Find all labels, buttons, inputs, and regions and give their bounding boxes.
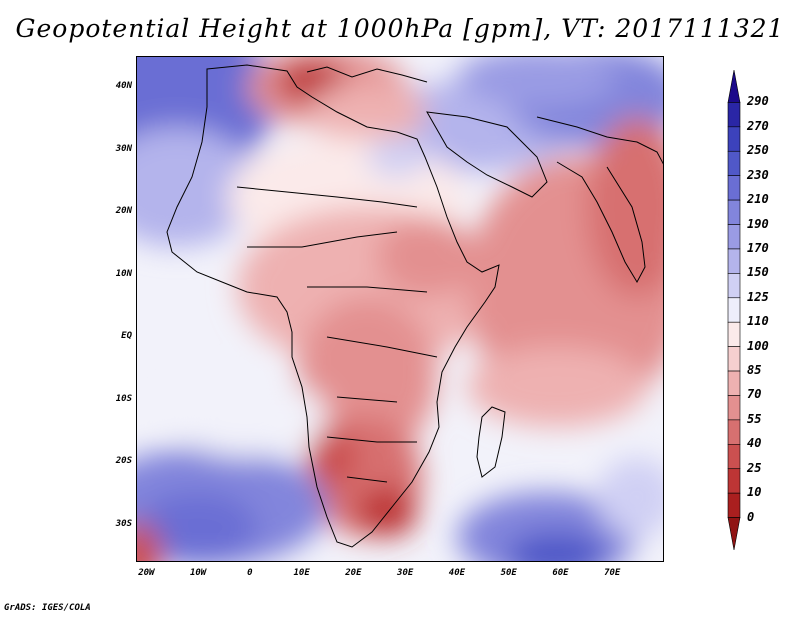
colorbar-level-label: 230	[747, 167, 769, 182]
colorbar-level-label: 0	[747, 509, 755, 524]
lon-tick-label: 70E	[604, 568, 621, 578]
colorbar-swatch	[727, 297, 741, 323]
lat-tick-label: 40N	[115, 81, 132, 92]
colorbar-swatch	[727, 69, 741, 103]
colorbar-swatch	[727, 102, 741, 128]
colorbar-level-label: 190	[747, 216, 769, 231]
colorbar-level-label: 100	[747, 338, 769, 353]
colorbar-level-label: 110	[747, 314, 769, 329]
colorbar-swatch	[727, 517, 741, 551]
colorbar-swatch	[727, 370, 741, 396]
colorbar-level-label: 170	[747, 240, 769, 255]
lat-tick-label: 30N	[115, 143, 132, 154]
lon-tick-label: 10W	[189, 568, 207, 578]
colorbar-swatch	[727, 321, 741, 347]
colorbar-level-label: 290	[747, 94, 769, 109]
colorbar-level-label: 150	[747, 265, 769, 280]
colorbar-swatch	[727, 492, 741, 518]
colorbar-swatch	[727, 199, 741, 225]
colorbar-level-label: 250	[747, 143, 769, 158]
colorbar-level-label: 55	[747, 411, 762, 426]
grads-credit: GrADS: IGES/COLA	[4, 603, 91, 613]
colorbar-swatch	[727, 395, 741, 421]
colorbar-swatch	[727, 468, 741, 494]
lon-tick-label: 20W	[138, 568, 155, 578]
map-plot-area	[136, 56, 664, 562]
colorbar-swatch	[727, 126, 741, 152]
colorbar-level-label: 210	[747, 192, 769, 207]
lat-tick-label: 10N	[115, 268, 132, 279]
lat-tick-label: EQ	[121, 331, 132, 342]
colorbar-level-label: 125	[747, 289, 769, 304]
lon-tick-label: 60E	[552, 568, 569, 578]
lat-tick-label: 20S	[115, 456, 132, 467]
colorbar-swatch	[727, 248, 741, 274]
colorbar-level-label: 25	[747, 460, 762, 475]
lat-tick-label: 20N	[115, 206, 132, 217]
colorbar-swatch	[727, 150, 741, 176]
colorbar-swatch	[727, 224, 741, 250]
colorbar-swatch	[727, 273, 741, 299]
colorbar-level-label: 270	[747, 118, 769, 133]
colorbar-swatch	[727, 346, 741, 372]
chart-title: Geopotential Height at 1000hPa [gpm], VT…	[15, 14, 785, 43]
lon-tick-label: 20E	[345, 568, 362, 578]
lon-tick-label: 10E	[293, 568, 310, 578]
lon-tick-label: 50E	[500, 568, 517, 578]
lon-tick-label: 30E	[397, 568, 414, 578]
colorbar-level-label: 10	[747, 485, 762, 500]
lon-tick-label: 40E	[448, 568, 466, 578]
colorbar-level-label: 70	[747, 387, 762, 402]
coastlines	[166, 64, 663, 548]
lat-tick-label: 10S	[115, 393, 132, 404]
lon-tick-label: 0	[247, 568, 253, 578]
colorbar-level-label: 85	[747, 363, 762, 378]
geopotential-map	[137, 57, 663, 561]
lat-tick-label: 30S	[115, 518, 132, 529]
colorbar-swatch	[727, 444, 741, 470]
colorbar-swatch	[727, 175, 741, 201]
height-field-smooth	[137, 57, 663, 561]
colorbar-swatch	[727, 419, 741, 445]
colorbar-level-label: 40	[747, 436, 762, 451]
